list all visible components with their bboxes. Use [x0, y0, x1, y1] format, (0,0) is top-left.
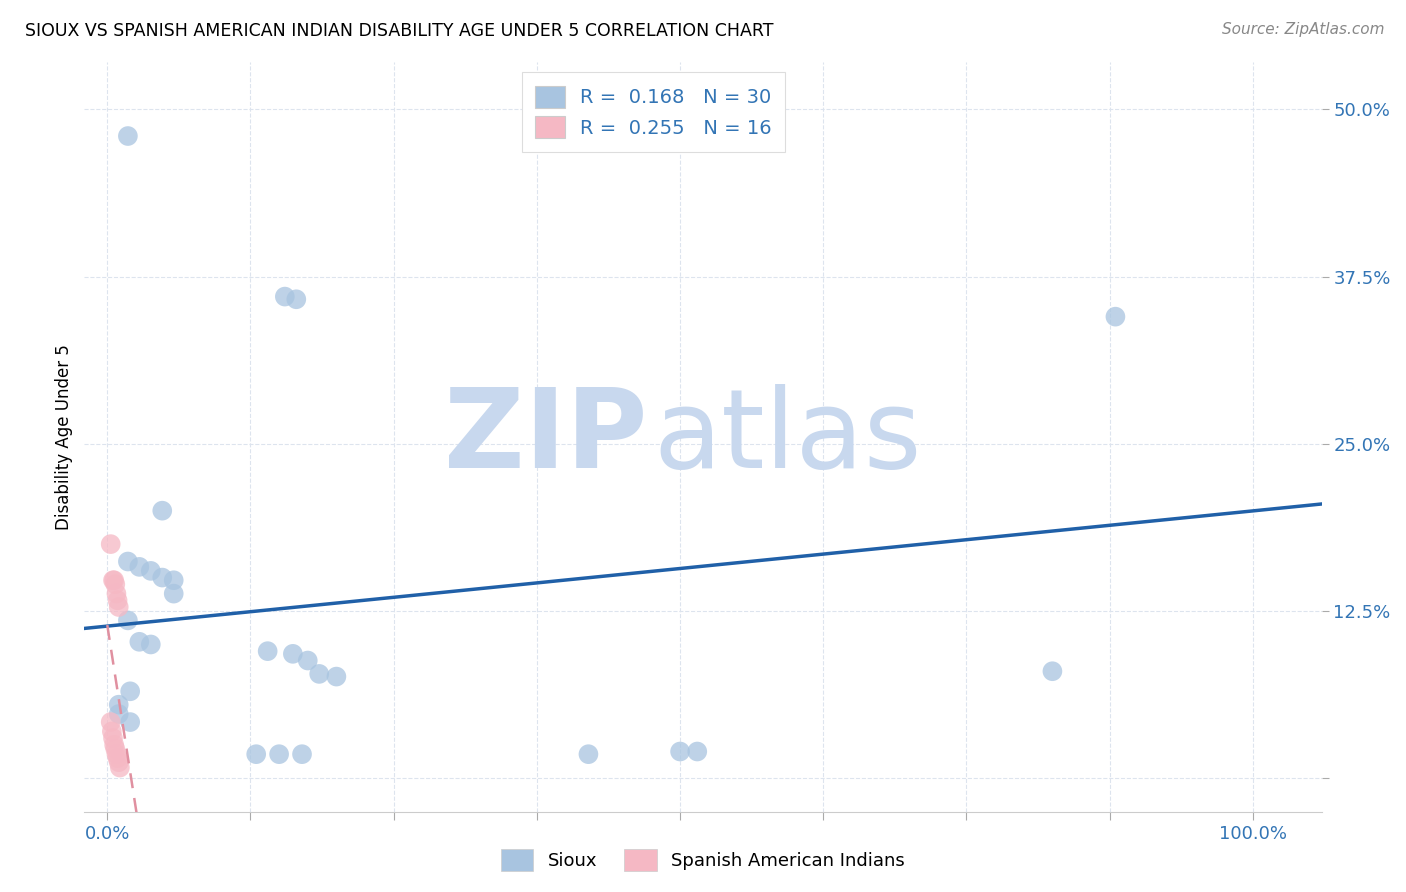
Point	[325, 669, 347, 684]
Text: SIOUX VS SPANISH AMERICAN INDIAN DISABILITY AGE UNDER 5 CORRELATION CHART: SIOUX VS SPANISH AMERICAN INDIAN DISABIL…	[25, 22, 773, 40]
Point	[128, 635, 150, 649]
Point	[274, 289, 297, 303]
Point	[117, 554, 139, 569]
Point	[108, 760, 131, 774]
Y-axis label: Disability Age Under 5: Disability Age Under 5	[55, 344, 73, 530]
Point	[105, 747, 128, 762]
Point	[120, 715, 142, 730]
Point	[150, 571, 173, 585]
Point	[1104, 310, 1126, 324]
Point	[100, 537, 122, 551]
Point	[107, 698, 129, 712]
Point	[107, 600, 129, 615]
Point	[308, 667, 330, 681]
Point	[107, 593, 129, 607]
Point	[291, 747, 314, 762]
Point	[107, 751, 129, 765]
Point	[103, 574, 125, 588]
Point	[101, 731, 124, 746]
Legend: Sioux, Spanish American Indians: Sioux, Spanish American Indians	[494, 842, 912, 879]
Point	[107, 755, 129, 769]
Point	[245, 747, 267, 762]
Point	[150, 503, 173, 517]
Point	[101, 574, 124, 588]
Point	[107, 706, 129, 721]
Point	[128, 560, 150, 574]
Point	[104, 577, 127, 591]
Point	[139, 637, 162, 651]
Point	[285, 293, 308, 307]
Point	[105, 587, 128, 601]
Text: Source: ZipAtlas.com: Source: ZipAtlas.com	[1222, 22, 1385, 37]
Text: ZIP: ZIP	[444, 384, 647, 491]
Point	[103, 738, 125, 752]
Point	[686, 744, 709, 758]
Point	[101, 724, 124, 739]
Point	[117, 614, 139, 628]
Point	[104, 742, 127, 756]
Point	[1042, 664, 1064, 679]
Point	[281, 647, 304, 661]
Point	[297, 653, 319, 667]
Text: atlas: atlas	[654, 384, 922, 491]
Point	[120, 684, 142, 698]
Point	[578, 747, 600, 762]
Point	[669, 744, 692, 758]
Point	[163, 587, 186, 601]
Legend: R =  0.168   N = 30, R =  0.255   N = 16: R = 0.168 N = 30, R = 0.255 N = 16	[522, 72, 786, 152]
Point	[139, 564, 162, 578]
Point	[269, 747, 291, 762]
Point	[163, 574, 186, 588]
Point	[100, 715, 122, 730]
Point	[256, 644, 278, 658]
Point	[117, 128, 139, 143]
